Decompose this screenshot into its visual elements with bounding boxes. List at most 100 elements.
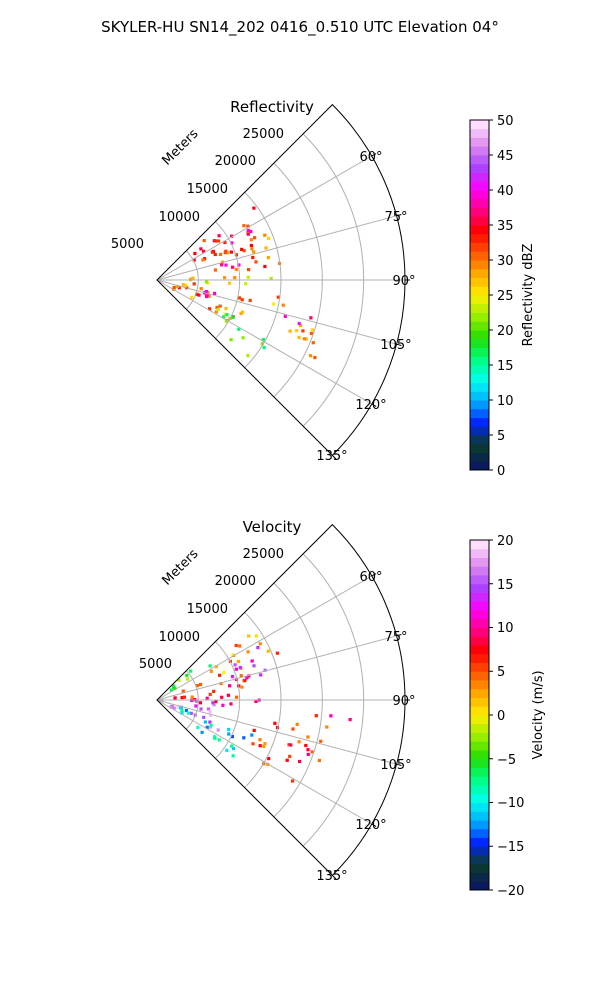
echo-cell bbox=[234, 667, 238, 671]
echo-cell bbox=[209, 669, 213, 673]
echo-cell bbox=[254, 699, 258, 703]
echo-cell bbox=[227, 281, 232, 285]
echo-cell bbox=[256, 646, 260, 650]
echo-cell bbox=[177, 678, 181, 682]
echo-cell bbox=[200, 730, 204, 734]
echo-cell bbox=[202, 239, 206, 243]
echo-cell bbox=[190, 695, 194, 699]
colorbar-band bbox=[470, 811, 489, 821]
azimuth-tick-mark bbox=[396, 634, 402, 637]
echo-cell bbox=[281, 303, 285, 307]
echo-cell bbox=[306, 735, 310, 739]
reflectivity-azimuth-tick: 75° bbox=[384, 210, 407, 225]
echo-cell bbox=[259, 673, 263, 677]
echo-cell bbox=[247, 674, 251, 678]
echo-cell bbox=[240, 247, 244, 251]
echo-cell bbox=[226, 693, 230, 697]
velocity-colorbar-tick: −15 bbox=[497, 840, 524, 855]
velocity-colorbar-tick: −10 bbox=[497, 796, 524, 811]
echo-cell bbox=[188, 277, 193, 281]
reflectivity-range-tick: 25000 bbox=[243, 127, 284, 142]
reflectivity-range-tick: 15000 bbox=[187, 182, 228, 197]
echo-cell bbox=[193, 251, 197, 256]
reflectivity-colorbar-tick: 35 bbox=[497, 219, 514, 234]
colorbar-band bbox=[470, 837, 489, 847]
echo-cell bbox=[240, 310, 245, 314]
echo-cell bbox=[227, 727, 231, 732]
echo-cell bbox=[238, 644, 242, 648]
echo-cell bbox=[211, 701, 215, 705]
reflectivity-azimuth-tick: 135° bbox=[316, 449, 347, 464]
azimuth-spoke bbox=[156, 155, 373, 281]
echo-cell bbox=[266, 256, 270, 260]
echo-cell bbox=[229, 250, 233, 254]
echo-cell bbox=[242, 249, 246, 253]
echo-cell bbox=[329, 714, 333, 718]
colorbar-band bbox=[470, 443, 489, 453]
colorbar-band bbox=[470, 741, 489, 751]
echo-cell bbox=[190, 296, 194, 300]
colorbar-band bbox=[470, 793, 489, 803]
echo-cell bbox=[237, 327, 241, 331]
echo-cell bbox=[262, 346, 266, 350]
echo-cell bbox=[246, 230, 250, 234]
azimuth-tick-mark bbox=[371, 823, 377, 827]
echo-cell bbox=[233, 663, 237, 667]
colorbar-band bbox=[470, 155, 489, 165]
echo-cell bbox=[212, 689, 216, 693]
velocity-colorbar-tick: 15 bbox=[497, 578, 514, 593]
echo-cell bbox=[195, 699, 199, 703]
echo-cell bbox=[199, 247, 203, 251]
echo-cell bbox=[250, 659, 254, 663]
colorbar-band bbox=[470, 408, 489, 418]
colorbar-band bbox=[470, 277, 489, 287]
echo-cell bbox=[204, 290, 208, 294]
echo-cell bbox=[240, 685, 244, 689]
reflectivity-colorbar-tick: 50 bbox=[497, 114, 514, 129]
echo-cell bbox=[263, 233, 267, 237]
echo-cell bbox=[192, 258, 196, 262]
radar-echo-cells bbox=[160, 634, 352, 783]
echo-cell bbox=[301, 329, 305, 333]
colorbar-band bbox=[470, 592, 489, 602]
echo-cell bbox=[249, 238, 253, 242]
echo-cell bbox=[222, 315, 226, 319]
echo-cell bbox=[243, 678, 247, 683]
colorbar-band bbox=[470, 767, 489, 777]
azimuth-tick-mark bbox=[332, 875, 337, 880]
reflectivity-colorbar-tick: 45 bbox=[497, 149, 514, 164]
echo-cell bbox=[297, 321, 301, 326]
reflectivity-azimuth-tick: 105° bbox=[380, 338, 411, 353]
velocity-colorbar-tick: 10 bbox=[497, 621, 514, 636]
colorbar-band bbox=[470, 758, 489, 768]
echo-cell bbox=[288, 754, 292, 758]
echo-cell bbox=[179, 706, 183, 710]
echo-cell bbox=[198, 701, 202, 705]
colorbar-band bbox=[470, 338, 489, 348]
reflectivity-azimuth-tick: 60° bbox=[359, 150, 382, 165]
echo-cell bbox=[249, 229, 253, 234]
echo-cell bbox=[173, 696, 177, 700]
echo-cell bbox=[214, 310, 218, 314]
echo-cell bbox=[295, 722, 299, 726]
echo-cell bbox=[220, 263, 224, 267]
reflectivity-colorbar-tick: 10 bbox=[497, 394, 514, 409]
colorbar-band bbox=[470, 146, 489, 156]
echo-cell bbox=[241, 336, 245, 340]
echo-cell bbox=[310, 750, 314, 754]
colorbar-band bbox=[470, 557, 489, 567]
echo-cell bbox=[314, 714, 318, 718]
echo-cell bbox=[185, 677, 190, 681]
echo-cell bbox=[231, 746, 236, 751]
echo-cell bbox=[197, 293, 201, 297]
echo-cell bbox=[310, 328, 314, 332]
echo-cell bbox=[172, 706, 176, 710]
azimuth-tick-mark bbox=[396, 214, 402, 217]
colorbar-band bbox=[470, 373, 489, 383]
echo-cell bbox=[283, 314, 287, 318]
echo-cell bbox=[230, 234, 234, 238]
velocity-range-tick: 15000 bbox=[187, 602, 228, 617]
echo-cell bbox=[209, 714, 213, 718]
echo-cell bbox=[246, 224, 250, 228]
echo-cell bbox=[254, 634, 258, 638]
